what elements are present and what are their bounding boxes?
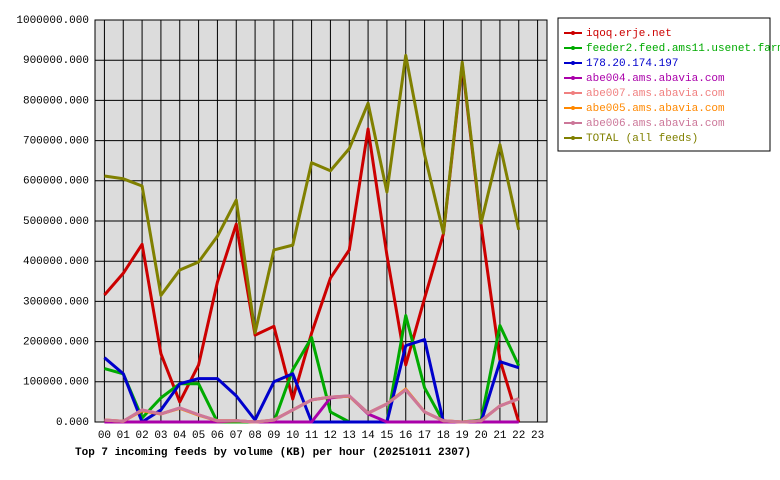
- x-tick-label: 15: [380, 430, 393, 442]
- legend-label: abe004.ams.abavia.com: [586, 73, 725, 85]
- y-tick-label: 500000.000: [23, 216, 89, 228]
- x-tick-label: 21: [493, 430, 507, 442]
- legend-dot: [571, 76, 575, 80]
- legend-label: iqoq.erje.net: [586, 28, 672, 40]
- x-tick-label: 03: [154, 430, 167, 442]
- x-tick-label: 01: [117, 430, 131, 442]
- x-tick-label: 06: [211, 430, 224, 442]
- legend-dot: [571, 91, 575, 95]
- x-tick-label: 14: [361, 430, 375, 442]
- x-tick-label: 19: [456, 430, 469, 442]
- legend-label: feeder2.feed.ams11.usenet.farm: [586, 43, 780, 55]
- y-tick-label: 100000.000: [23, 377, 89, 389]
- legend-dot: [571, 31, 575, 35]
- x-tick-label: 09: [267, 430, 280, 442]
- chart-title: Top 7 incoming feeds by volume (KB) per …: [75, 447, 471, 459]
- x-tick-label: 12: [324, 430, 337, 442]
- x-tick-label: 18: [437, 430, 450, 442]
- y-tick-label: 900000.000: [23, 55, 89, 67]
- x-tick-label: 13: [343, 430, 356, 442]
- x-tick-label: 07: [230, 430, 243, 442]
- legend-dot: [571, 61, 575, 65]
- series-line: [104, 388, 520, 424]
- legend-label: abe006.ams.abavia.com: [586, 118, 725, 130]
- legend-dot: [571, 46, 575, 50]
- x-tick-label: 23: [531, 430, 544, 442]
- x-tick-label: 11: [305, 430, 319, 442]
- y-tick-label: 600000.000: [23, 176, 89, 188]
- y-tick-label: 0.000: [56, 417, 89, 429]
- y-tick-label: 400000.000: [23, 256, 89, 268]
- legend-dot: [571, 121, 575, 125]
- x-tick-label: 04: [173, 430, 187, 442]
- y-tick-label: 700000.000: [23, 136, 89, 148]
- y-tick-label: 1000000.000: [16, 15, 89, 27]
- x-tick-label: 05: [192, 430, 205, 442]
- y-tick-label: 300000.000: [23, 296, 89, 308]
- x-tick-label: 10: [286, 430, 299, 442]
- legend-box: [557, 17, 771, 152]
- legend-label: 178.20.174.197: [586, 58, 678, 70]
- y-tick-label: 200000.000: [23, 337, 89, 349]
- x-tick-label: 22: [512, 430, 525, 442]
- legend-label: abe005.ams.abavia.com: [586, 103, 725, 115]
- legend-label: abe007.ams.abavia.com: [586, 88, 725, 100]
- x-tick-label: 17: [418, 430, 431, 442]
- series-line: [104, 53, 521, 335]
- x-tick-label: 16: [399, 430, 412, 442]
- x-tick-label: 08: [248, 430, 261, 442]
- legend-label: TOTAL (all feeds): [586, 133, 698, 145]
- x-tick-label: 02: [135, 430, 148, 442]
- legend-dot: [571, 136, 575, 140]
- x-tick-label: 00: [98, 430, 111, 442]
- x-tick-label: 20: [474, 430, 487, 442]
- y-tick-label: 800000.000: [23, 95, 89, 107]
- legend-dot: [571, 106, 575, 110]
